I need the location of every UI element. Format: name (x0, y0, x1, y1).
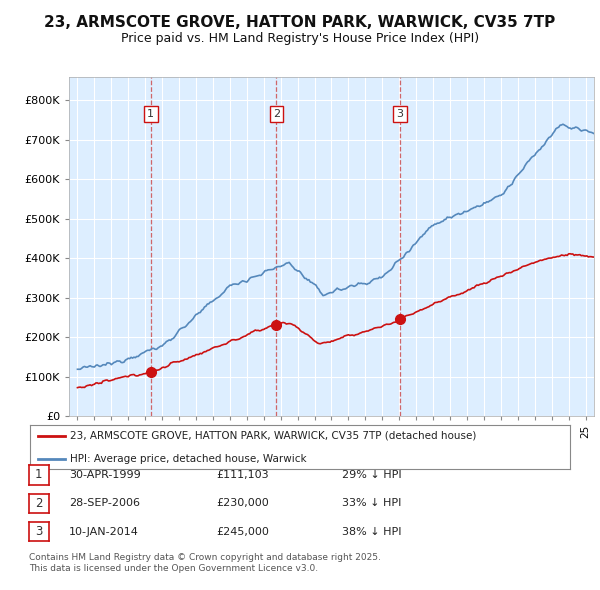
Text: 23, ARMSCOTE GROVE, HATTON PARK, WARWICK, CV35 7TP (detached house): 23, ARMSCOTE GROVE, HATTON PARK, WARWICK… (71, 431, 477, 441)
Text: This data is licensed under the Open Government Licence v3.0.: This data is licensed under the Open Gov… (29, 565, 318, 573)
Text: 38% ↓ HPI: 38% ↓ HPI (342, 527, 401, 536)
Text: £230,000: £230,000 (216, 499, 269, 508)
Text: £111,103: £111,103 (216, 470, 269, 480)
Text: £245,000: £245,000 (216, 527, 269, 536)
Text: 2: 2 (273, 109, 280, 119)
Text: HPI: Average price, detached house, Warwick: HPI: Average price, detached house, Warw… (71, 454, 307, 464)
Text: 28-SEP-2006: 28-SEP-2006 (69, 499, 140, 508)
Text: 1: 1 (147, 109, 154, 119)
Text: 29% ↓ HPI: 29% ↓ HPI (342, 470, 401, 480)
Text: 10-JAN-2014: 10-JAN-2014 (69, 527, 139, 536)
Text: 23, ARMSCOTE GROVE, HATTON PARK, WARWICK, CV35 7TP: 23, ARMSCOTE GROVE, HATTON PARK, WARWICK… (44, 15, 556, 30)
Text: 1: 1 (35, 468, 43, 481)
Text: 33% ↓ HPI: 33% ↓ HPI (342, 499, 401, 508)
Text: 3: 3 (35, 525, 43, 538)
Text: 3: 3 (396, 109, 403, 119)
Text: 30-APR-1999: 30-APR-1999 (69, 470, 141, 480)
Text: Contains HM Land Registry data © Crown copyright and database right 2025.: Contains HM Land Registry data © Crown c… (29, 553, 380, 562)
Text: 2: 2 (35, 497, 43, 510)
Text: Price paid vs. HM Land Registry's House Price Index (HPI): Price paid vs. HM Land Registry's House … (121, 32, 479, 45)
